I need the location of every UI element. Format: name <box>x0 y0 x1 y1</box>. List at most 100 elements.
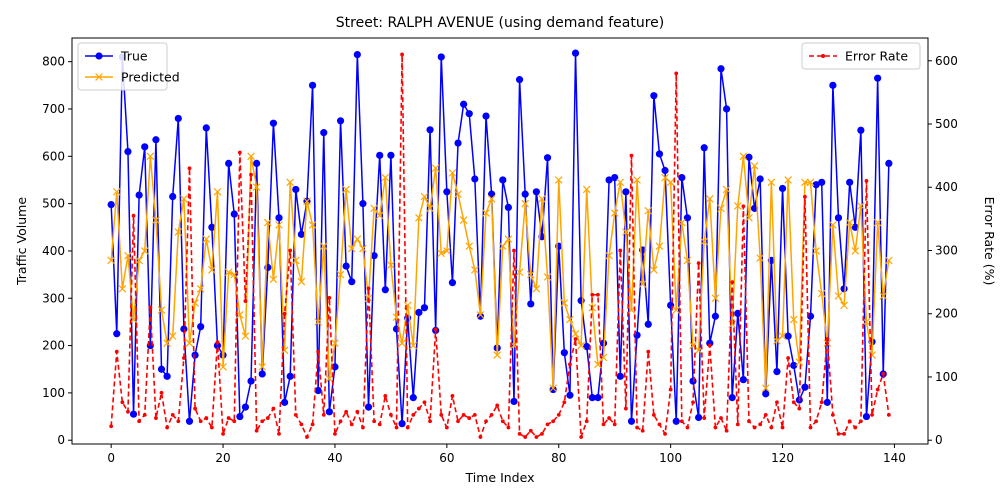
data-point-true <box>672 417 680 425</box>
data-point-error-rate <box>830 413 835 417</box>
data-point-true <box>857 126 865 134</box>
data-point-predicted <box>521 199 530 208</box>
data-point-true <box>846 178 854 186</box>
data-point-error-rate <box>618 248 623 253</box>
data-point-error-rate <box>204 416 209 420</box>
data-point-predicted <box>582 185 591 194</box>
data-point-error-rate <box>808 425 813 430</box>
data-point-error-rate <box>170 413 175 417</box>
series-line-predicted <box>110 155 890 389</box>
x-tick-label: 80 <box>551 451 566 465</box>
data-point-error-rate <box>825 337 830 341</box>
data-point-error-rate <box>260 419 265 424</box>
data-point-true <box>308 81 317 89</box>
data-point-true <box>247 377 255 385</box>
data-point-predicted <box>454 190 462 198</box>
x-tick-label: 20 <box>215 451 230 465</box>
data-point-error-rate <box>277 431 281 436</box>
data-point-error-rate <box>293 413 298 417</box>
data-point-true <box>141 143 149 151</box>
data-point-error-rate <box>249 172 253 177</box>
data-point-predicted <box>812 247 820 255</box>
data-point-true <box>784 332 792 340</box>
data-point-error-rate <box>517 431 522 436</box>
data-point-predicted <box>146 152 155 161</box>
data-point-true <box>756 175 764 183</box>
data-point-predicted <box>157 306 166 314</box>
data-point-error-rate <box>361 425 365 430</box>
data-point-true <box>521 190 529 198</box>
data-point-error-rate <box>467 416 472 420</box>
data-point-predicted <box>784 176 792 184</box>
data-point-error-rate <box>243 299 248 303</box>
data-point-predicted <box>275 221 283 229</box>
data-point-predicted <box>778 332 787 340</box>
data-point-predicted <box>208 266 216 274</box>
data-point-true <box>320 129 328 137</box>
data-point-error-rate <box>596 292 600 297</box>
x-tick-label: 0 <box>107 451 115 465</box>
data-point-true <box>113 330 121 338</box>
axes: 0 20 40 60 80 100 120 140 0 100 200 300 400 500 600 700… <box>42 37 958 465</box>
data-point-predicted <box>817 289 826 298</box>
plot-frame <box>71 37 929 445</box>
data-point-true <box>778 184 787 193</box>
data-point-true <box>543 154 552 162</box>
y-left-tick-label: 500 <box>42 197 65 211</box>
data-point-true <box>834 214 843 222</box>
data-point-error-rate <box>528 428 533 433</box>
data-point-predicted <box>504 235 513 243</box>
data-point-predicted <box>213 187 222 196</box>
data-point-true <box>571 49 580 57</box>
data-point-predicted <box>303 197 311 206</box>
data-point-predicted <box>387 261 395 269</box>
data-point-true <box>532 188 540 196</box>
data-point-predicted <box>711 294 720 303</box>
data-point-error-rate <box>439 413 444 417</box>
data-point-predicted <box>124 251 132 260</box>
x-tick-label: 100 <box>659 451 682 465</box>
data-point-error-rate <box>707 343 712 348</box>
data-point-error-rate <box>176 419 181 424</box>
data-point-predicted <box>375 211 384 220</box>
data-point-predicted <box>543 273 552 281</box>
data-point-true <box>314 386 322 395</box>
data-point-error-rate <box>131 213 136 218</box>
data-point-true <box>230 210 238 218</box>
data-point-predicted <box>258 363 267 371</box>
data-point-error-rate <box>730 280 735 285</box>
data-point-predicted <box>431 164 440 172</box>
data-point-true <box>185 417 194 425</box>
data-point-error-rate <box>394 425 399 430</box>
data-point-true <box>465 110 473 118</box>
data-point-error-rate <box>534 435 539 439</box>
data-point-true <box>611 173 619 182</box>
y-left-tick-label: 600 <box>42 149 65 163</box>
x-axis-label: Time Index <box>465 470 535 485</box>
data-point-predicted <box>107 256 115 265</box>
data-point-true <box>655 150 664 158</box>
data-point-true <box>342 262 350 270</box>
data-point-predicted <box>347 244 356 253</box>
data-point-error-rate <box>512 248 516 253</box>
data-point-predicted <box>767 178 776 187</box>
data-point-true <box>426 126 434 134</box>
data-point-true <box>739 376 747 384</box>
y-left-tick-label: 200 <box>42 339 65 353</box>
data-point-true <box>722 105 731 113</box>
data-point-true <box>644 320 652 328</box>
y-right-tick-label: 600 <box>935 54 958 68</box>
data-point-error-rate <box>741 204 746 209</box>
data-point-error-rate <box>803 194 807 199</box>
data-point-predicted <box>174 228 183 236</box>
data-point-true <box>728 394 736 402</box>
data-point-predicted <box>661 173 669 182</box>
data-point-true <box>527 300 535 308</box>
legend-predicted-label: Predicted <box>121 70 180 85</box>
data-point-error-rate <box>159 390 164 395</box>
data-point-error-rate <box>338 419 343 424</box>
data-point-true <box>605 176 613 184</box>
data-point-predicted <box>873 218 882 227</box>
data-point-true <box>269 119 278 127</box>
